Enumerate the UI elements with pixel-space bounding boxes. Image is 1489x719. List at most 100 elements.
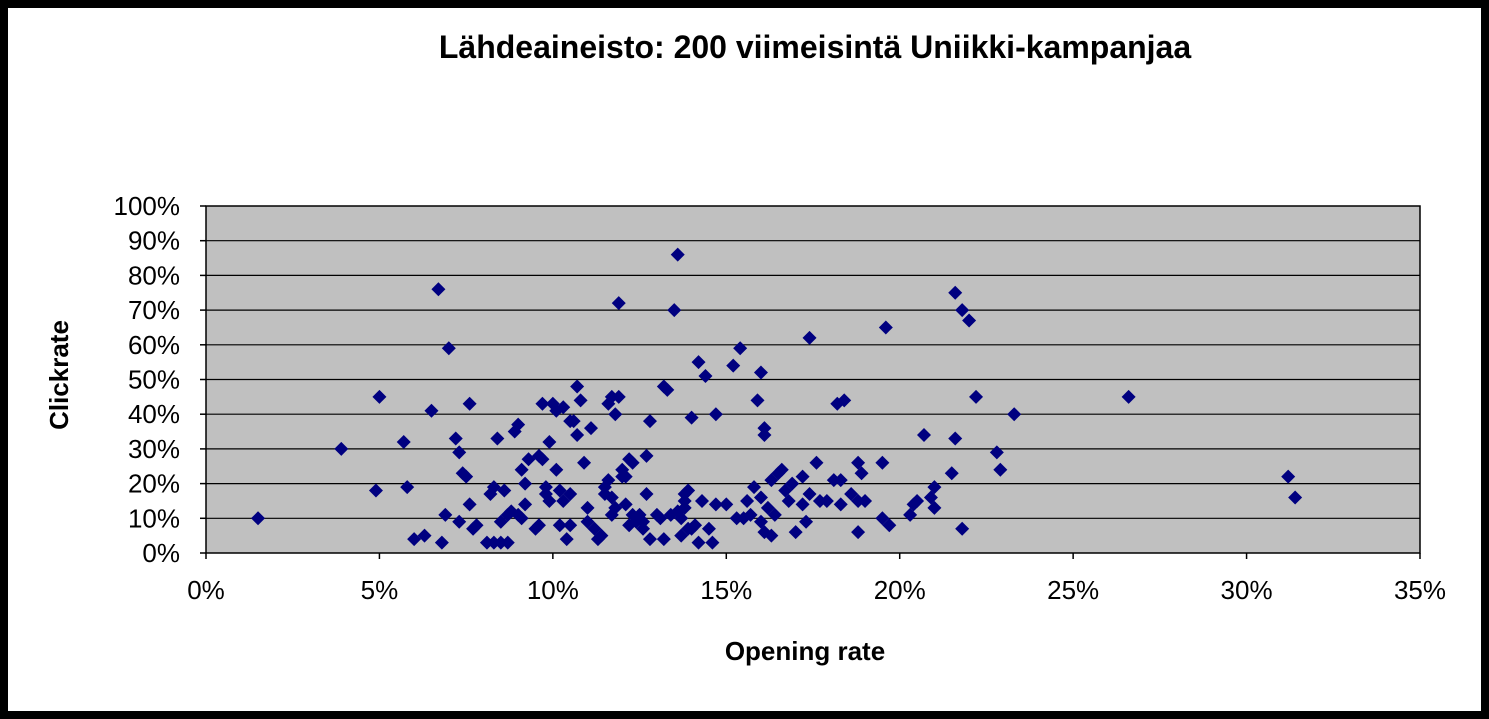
y-tick-label: 80%	[128, 260, 180, 290]
y-tick-label: 10%	[128, 503, 180, 533]
data-point	[767, 507, 782, 522]
x-tick-label: 35%	[1394, 575, 1446, 605]
data-point	[955, 521, 970, 536]
data-point	[251, 511, 266, 526]
data-point	[705, 535, 720, 550]
data-point	[927, 500, 942, 515]
data-point	[577, 455, 592, 470]
y-tick-label: 60%	[128, 330, 180, 360]
data-point	[882, 518, 897, 533]
data-point	[656, 532, 671, 547]
data-point	[580, 500, 595, 515]
data-point	[747, 480, 762, 495]
data-point	[944, 466, 959, 481]
data-point	[563, 518, 578, 533]
data-point	[833, 497, 848, 512]
data-point	[618, 497, 633, 512]
data-point	[542, 493, 557, 508]
data-point	[851, 525, 866, 540]
data-point	[518, 476, 533, 491]
data-point	[667, 303, 682, 318]
x-tick-label: 15%	[700, 575, 752, 605]
data-point	[417, 528, 432, 543]
x-tick-label: 20%	[874, 575, 926, 605]
data-point	[660, 382, 675, 397]
data-point	[795, 497, 810, 512]
data-point	[448, 431, 463, 446]
data-point	[948, 285, 963, 300]
chart-title: Lähdeaineisto: 200 viimeisintä Uniikki-k…	[439, 29, 1191, 65]
data-point	[688, 518, 703, 533]
data-point	[753, 490, 768, 505]
data-point	[462, 497, 477, 512]
data-point	[802, 487, 817, 502]
data-point	[642, 414, 657, 429]
data-point	[552, 518, 567, 533]
data-point	[781, 493, 796, 508]
data-point	[1121, 389, 1136, 404]
data-point	[743, 507, 758, 522]
x-tick-label: 0%	[187, 575, 225, 605]
data-point	[639, 487, 654, 502]
data-point	[556, 400, 571, 415]
data-point	[799, 514, 814, 529]
data-point	[948, 431, 963, 446]
y-tick-label: 20%	[128, 469, 180, 499]
data-point	[441, 341, 456, 356]
data-point	[774, 462, 789, 477]
data-point	[757, 428, 772, 443]
data-point	[372, 389, 387, 404]
data-point	[785, 476, 800, 491]
x-axis-ticks: 0% 5% 10% 15% 20% 25% 30% 35%	[187, 553, 1446, 605]
data-point	[608, 407, 623, 422]
data-point	[916, 428, 931, 443]
data-point	[719, 497, 734, 512]
data-point	[764, 528, 779, 543]
data-point	[858, 493, 873, 508]
data-point	[400, 480, 415, 495]
y-tick-label: 30%	[128, 434, 180, 464]
x-tick-label: 5%	[361, 575, 399, 605]
data-point	[878, 320, 893, 335]
data-point	[753, 365, 768, 380]
x-axis-label: Opening rate	[725, 636, 885, 666]
data-point	[452, 445, 467, 460]
data-point	[903, 507, 918, 522]
data-point	[681, 483, 696, 498]
data-point	[570, 428, 585, 443]
data-point	[504, 504, 519, 519]
data-point	[584, 421, 599, 436]
data-point	[698, 369, 713, 384]
data-point	[854, 466, 869, 481]
data-point	[684, 410, 699, 425]
data-point	[701, 521, 716, 536]
x-tick-label: 30%	[1221, 575, 1273, 605]
data-point	[490, 431, 505, 446]
data-point	[469, 518, 484, 533]
data-point	[740, 493, 755, 508]
data-point	[573, 393, 588, 408]
data-point	[993, 462, 1008, 477]
data-point	[601, 473, 616, 488]
x-tick-label: 10%	[527, 575, 579, 605]
data-point	[875, 455, 890, 470]
data-point	[563, 487, 578, 502]
data-point	[549, 462, 564, 477]
y-tick-label: 100%	[114, 191, 181, 221]
data-point	[434, 535, 449, 550]
data-point	[642, 532, 657, 547]
data-point	[750, 393, 765, 408]
data-point	[695, 493, 710, 508]
data-point	[559, 532, 574, 547]
data-point	[611, 389, 626, 404]
data-point	[514, 462, 529, 477]
data-point	[788, 525, 803, 540]
data-point	[566, 414, 581, 429]
data-point	[531, 518, 546, 533]
data-point	[431, 282, 446, 297]
y-axis-ticks: 0% 10% 20% 30% 40% 50% 60% 70% 80% 90% 100%	[114, 191, 206, 568]
data-point	[518, 497, 533, 512]
data-points	[251, 247, 1303, 550]
data-point	[833, 473, 848, 488]
data-point	[677, 500, 692, 515]
